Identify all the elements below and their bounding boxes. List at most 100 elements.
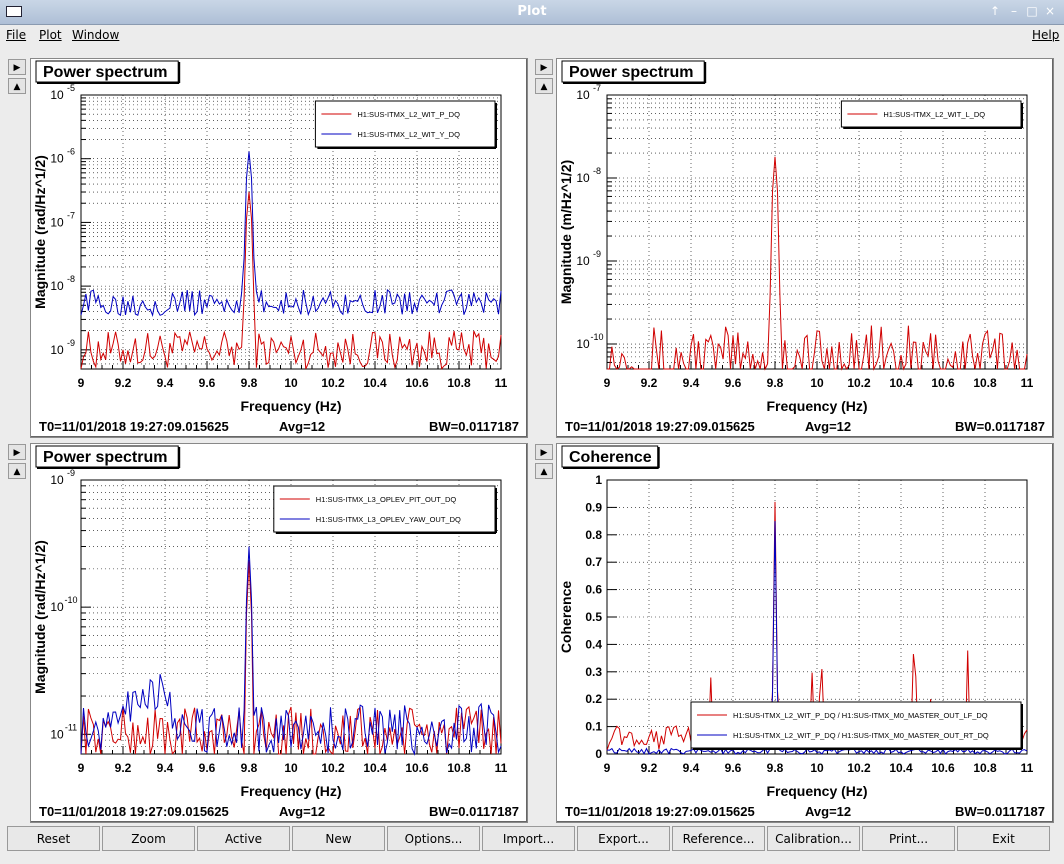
- series-line: [607, 156, 1028, 371]
- y-tick-label: 0.1: [585, 720, 602, 734]
- export-button[interactable]: Export...: [577, 826, 670, 851]
- legend-label: H1:SUS-ITMX_L2_WIT_Y_DQ: [357, 130, 460, 139]
- footer-bw: BW=0.0117187: [955, 804, 1045, 819]
- x-tick-label: 10: [284, 761, 298, 775]
- x-tick-label: 9: [604, 376, 611, 390]
- window-close-icon[interactable]: ×: [1044, 4, 1056, 18]
- menu-file[interactable]: File: [6, 28, 27, 42]
- x-tick-label: 10.6: [405, 376, 429, 390]
- plot-pad-1[interactable]: Power spectrum 9 9.2 9.4 9.6 9.8 10 10.2 10.4 10.…: [30, 58, 528, 438]
- x-tick-label: 10: [810, 376, 824, 390]
- menu-plot[interactable]: Plot: [39, 28, 62, 42]
- x-tick-label: 10.8: [447, 761, 471, 775]
- legend-box: [273, 485, 496, 533]
- plot-frame: [80, 479, 502, 755]
- legend-label: H1:SUS-ITMX_L2_WIT_P_DQ / H1:SUS-ITMX_M0…: [733, 731, 989, 740]
- y-axis-label: Coherence: [558, 581, 574, 654]
- power-spectrum-chart-1: Power spectrum 9 9.2 9.4 9.6 9.8 10 10.2 10.4 10.…: [32, 60, 519, 434]
- power-spectrum-chart-3: Power spectrum 9 9.2 9.4 9.6 9.8 10 10.2 10.4 10.…: [32, 445, 519, 819]
- chart-title: Power spectrum: [569, 64, 693, 81]
- reset-button[interactable]: Reset: [7, 826, 100, 851]
- x-tick-label: 9.4: [157, 376, 174, 390]
- y-tick-label: 0.2: [585, 692, 602, 706]
- plot-pad-2[interactable]: Power spectrum 9 9.2 9.4 9.6 9.8 10 10.2 10.4 10.…: [556, 58, 1054, 438]
- y-tick-label: 0: [595, 747, 602, 761]
- calibration-button[interactable]: Calibration...: [767, 826, 860, 851]
- button-bar: Reset Zoom Active New Options... Import.…: [0, 826, 1064, 852]
- legend-label: H1:SUS-ITMX_L3_OPLEV_YAW_OUT_DQ: [316, 515, 461, 524]
- menu-help[interactable]: Help: [1032, 28, 1060, 42]
- plot-pad-4[interactable]: Coherence 9 9.2 9.4 9.6 9.8 10 10.2 10.4 10.6 10.8…: [556, 443, 1054, 823]
- footer-t0: T0=11/01/2018 19:27:09.015625: [565, 804, 755, 819]
- pad-1-prev-button[interactable]: ▲: [8, 78, 26, 94]
- series-line: [80, 546, 502, 756]
- y-tick-exponent: -7: [593, 83, 601, 93]
- y-tick-label: 10: [576, 254, 590, 268]
- y-tick-label: 10: [50, 727, 64, 741]
- footer-bw: BW=0.0117187: [429, 804, 519, 819]
- x-tick-label: 9.4: [157, 761, 174, 775]
- x-tick-label: 9.2: [115, 376, 132, 390]
- y-tick-exponent: -8: [67, 274, 75, 284]
- x-tick-label: 10.2: [847, 761, 871, 775]
- zoom-button[interactable]: Zoom: [102, 826, 195, 851]
- legend-label: H1:SUS-ITMX_L3_OPLEV_PIT_OUT_DQ: [316, 495, 457, 504]
- y-tick-label: 0.9: [585, 500, 602, 514]
- series-line: [80, 561, 502, 756]
- new-button[interactable]: New: [292, 826, 385, 851]
- footer-avg: Avg=12: [805, 804, 851, 819]
- window-minimize-icon[interactable]: –: [1011, 4, 1017, 18]
- y-tick-label: 0.7: [585, 555, 602, 569]
- menu-window[interactable]: Window: [72, 28, 120, 42]
- pad-3-prev-button[interactable]: ▲: [8, 463, 26, 479]
- window-menu-icon[interactable]: [6, 6, 22, 17]
- x-tick-label: 9: [78, 376, 85, 390]
- footer-avg: Avg=12: [279, 804, 325, 819]
- x-tick-label: 11: [495, 761, 508, 775]
- pad-4-prev-button[interactable]: ▲: [535, 463, 553, 479]
- y-tick-label: 0.8: [585, 528, 602, 542]
- y-tick-exponent: -9: [593, 249, 601, 259]
- x-tick-label: 9.2: [115, 761, 132, 775]
- x-tick-label: 9.6: [725, 761, 742, 775]
- y-tick-exponent: -6: [67, 147, 75, 157]
- legend-label: H1:SUS-ITMX_L2_WIT_P_DQ / H1:SUS-ITMX_M0…: [733, 711, 988, 720]
- pad-4-next-button[interactable]: ▶: [535, 444, 553, 460]
- series-line: [606, 521, 1028, 755]
- print-button[interactable]: Print...: [862, 826, 955, 851]
- y-tick-label: 10: [50, 600, 64, 614]
- reference-button[interactable]: Reference...: [672, 826, 765, 851]
- footer-bw: BW=0.0117187: [429, 419, 519, 434]
- plot-frame: [80, 94, 502, 370]
- options-button[interactable]: Options...: [387, 826, 480, 851]
- window-title: Plot: [517, 4, 547, 19]
- plot-pad-3[interactable]: Power spectrum 9 9.2 9.4 9.6 9.8 10 10.2 10.4 10.…: [30, 443, 528, 823]
- window-titlebar[interactable]: Plot ↑ – □ ×: [0, 0, 1064, 25]
- import-button[interactable]: Import...: [482, 826, 575, 851]
- plot-frame: [606, 479, 1028, 755]
- pad-2-next-button[interactable]: ▶: [535, 59, 553, 75]
- x-tick-label: 9.2: [641, 761, 658, 775]
- pad-3-next-button[interactable]: ▶: [8, 444, 26, 460]
- x-tick-label: 10.8: [447, 376, 471, 390]
- x-tick-label: 9.2: [641, 376, 658, 390]
- y-axis-label: Magnitude (m/Hz^1/2): [558, 160, 574, 304]
- x-axis-label: Frequency (Hz): [240, 783, 341, 799]
- pad-2-prev-button[interactable]: ▲: [535, 78, 553, 94]
- y-tick-label: 10: [50, 88, 64, 102]
- x-tick-label: 9.8: [241, 376, 258, 390]
- x-axis-label: Frequency (Hz): [766, 783, 867, 799]
- x-tick-label: 10.6: [405, 761, 429, 775]
- exit-button[interactable]: Exit: [957, 826, 1050, 851]
- active-button[interactable]: Active: [197, 826, 290, 851]
- chart-title: Coherence: [569, 449, 652, 466]
- y-tick-exponent: -9: [67, 338, 75, 348]
- window-maximize-icon[interactable]: □: [1026, 4, 1038, 18]
- y-axis-label: Magnitude (rad/Hz^1/2): [32, 155, 48, 309]
- x-tick-label: 10: [810, 761, 824, 775]
- x-tick-label: 10.2: [321, 376, 345, 390]
- window-raise-icon[interactable]: ↑: [989, 4, 1001, 18]
- pad-1-next-button[interactable]: ▶: [8, 59, 26, 75]
- x-tick-label: 11: [1021, 376, 1034, 390]
- x-tick-label: 11: [1021, 761, 1034, 775]
